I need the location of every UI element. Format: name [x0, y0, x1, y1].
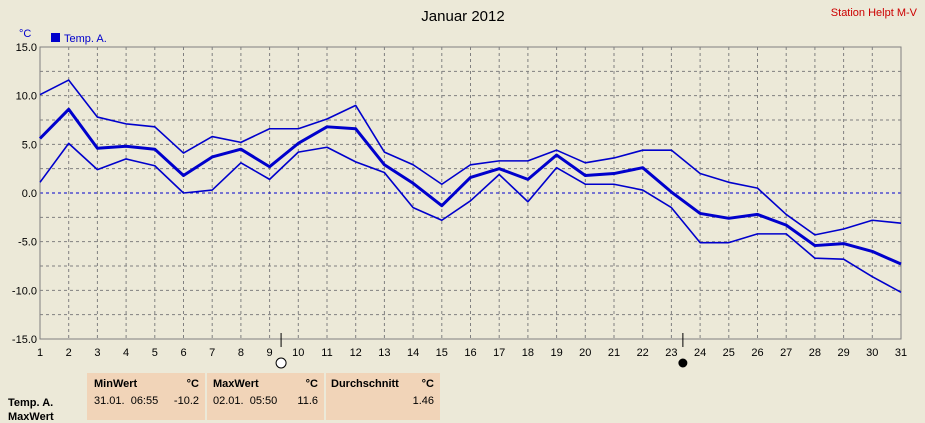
x-tick-label: 22	[637, 347, 649, 359]
x-tick-label: 7	[209, 347, 215, 359]
axis-ticks: 1 2 3 4 5 6 7 8 9 10 11 12 13 14 15 16 17 18 19 20 21 22 23 24 2…	[12, 42, 907, 359]
station-name: Station Helpt M-V	[831, 7, 918, 19]
avg-header: Durchschnitt	[331, 378, 399, 390]
legend-label: Temp. A.	[64, 33, 107, 45]
avg-value: 1.46	[412, 395, 434, 407]
series-line-max	[39, 79, 902, 236]
x-tick-label: 8	[238, 347, 244, 359]
x-tick-label: 19	[550, 347, 562, 359]
x-tick-label: 12	[350, 347, 362, 359]
avg-unit: °C	[421, 378, 434, 390]
min-value: -10.2	[173, 395, 199, 407]
series-line-min	[39, 142, 902, 293]
x-tick-label: 1	[37, 347, 43, 359]
series-line-avg	[38, 107, 902, 266]
x-tick-label: 20	[579, 347, 591, 359]
x-tick-label: 23	[665, 347, 677, 359]
x-tick-label: 15	[436, 347, 448, 359]
min-unit: °C	[186, 378, 199, 390]
max-header: MaxWert	[213, 378, 259, 390]
max-unit: °C	[305, 378, 318, 390]
x-tick-label: 18	[522, 347, 534, 359]
y-tick-label: 5.0	[22, 139, 37, 151]
temperature-chart: 1 2 3 4 5 6 7 8 9 10 11 12 13 14 15 16 17 18 19 20 21 22 23 24 2…	[12, 7, 918, 369]
y-unit-label: °C	[19, 28, 31, 40]
x-tick-label: 3	[94, 347, 100, 359]
x-tick-label: 4	[123, 347, 129, 359]
y-tick-label: -10.0	[12, 285, 37, 297]
max-datetime: 02.01. 05:50	[213, 395, 278, 407]
x-tick-label: 16	[464, 347, 476, 359]
stats-row-label: Temp. A.	[8, 397, 54, 409]
new-moon-icon	[678, 358, 688, 368]
x-tick-label: 28	[809, 347, 821, 359]
min-header: MinWert	[94, 378, 138, 390]
x-tick-label: 27	[780, 347, 792, 359]
legend-swatch	[51, 33, 60, 42]
x-tick-label: 29	[837, 347, 849, 359]
min-datetime: 31.01. 06:55	[94, 395, 159, 407]
y-tick-label: -5.0	[18, 237, 37, 249]
x-tick-label: 24	[694, 347, 706, 359]
max-stat-box: MaxWert °C 02.01. 05:50 11.6	[207, 373, 324, 420]
x-tick-label: 2	[66, 347, 72, 359]
y-tick-label: 0.0	[22, 188, 37, 200]
x-tick-label: 14	[407, 347, 419, 359]
x-tick-label: 11	[321, 347, 332, 359]
moon-markers	[275, 333, 688, 369]
x-tick-label: 10	[292, 347, 304, 359]
x-tick-label: 30	[866, 347, 878, 359]
full-moon-icon	[275, 357, 287, 369]
x-tick-label: 21	[608, 347, 620, 359]
x-tick-label: 25	[723, 347, 735, 359]
x-tick-label: 26	[751, 347, 763, 359]
x-tick-label: 6	[180, 347, 186, 359]
stats-row-label-2: MaxWert	[8, 411, 54, 423]
y-tick-label: -15.0	[12, 334, 37, 346]
x-tick-label: 17	[493, 347, 505, 359]
chart-title: Januar 2012	[421, 8, 504, 25]
statistics-panel: Temp. A. MaxWert MinWert °C 31.01. 06:55…	[0, 370, 925, 423]
x-tick-label: 9	[267, 347, 273, 359]
max-value: 11.6	[297, 395, 318, 407]
x-tick-label: 31	[895, 347, 907, 359]
y-tick-label: 10.0	[16, 91, 37, 103]
x-tick-label: 13	[378, 347, 390, 359]
min-stat-box: MinWert °C 31.01. 06:55 -10.2	[87, 373, 205, 420]
avg-stat-box: Durchschnitt °C 1.46	[326, 373, 440, 420]
y-tick-label: 15.0	[16, 42, 37, 54]
x-tick-label: 5	[152, 347, 158, 359]
series-lines	[38, 79, 902, 293]
